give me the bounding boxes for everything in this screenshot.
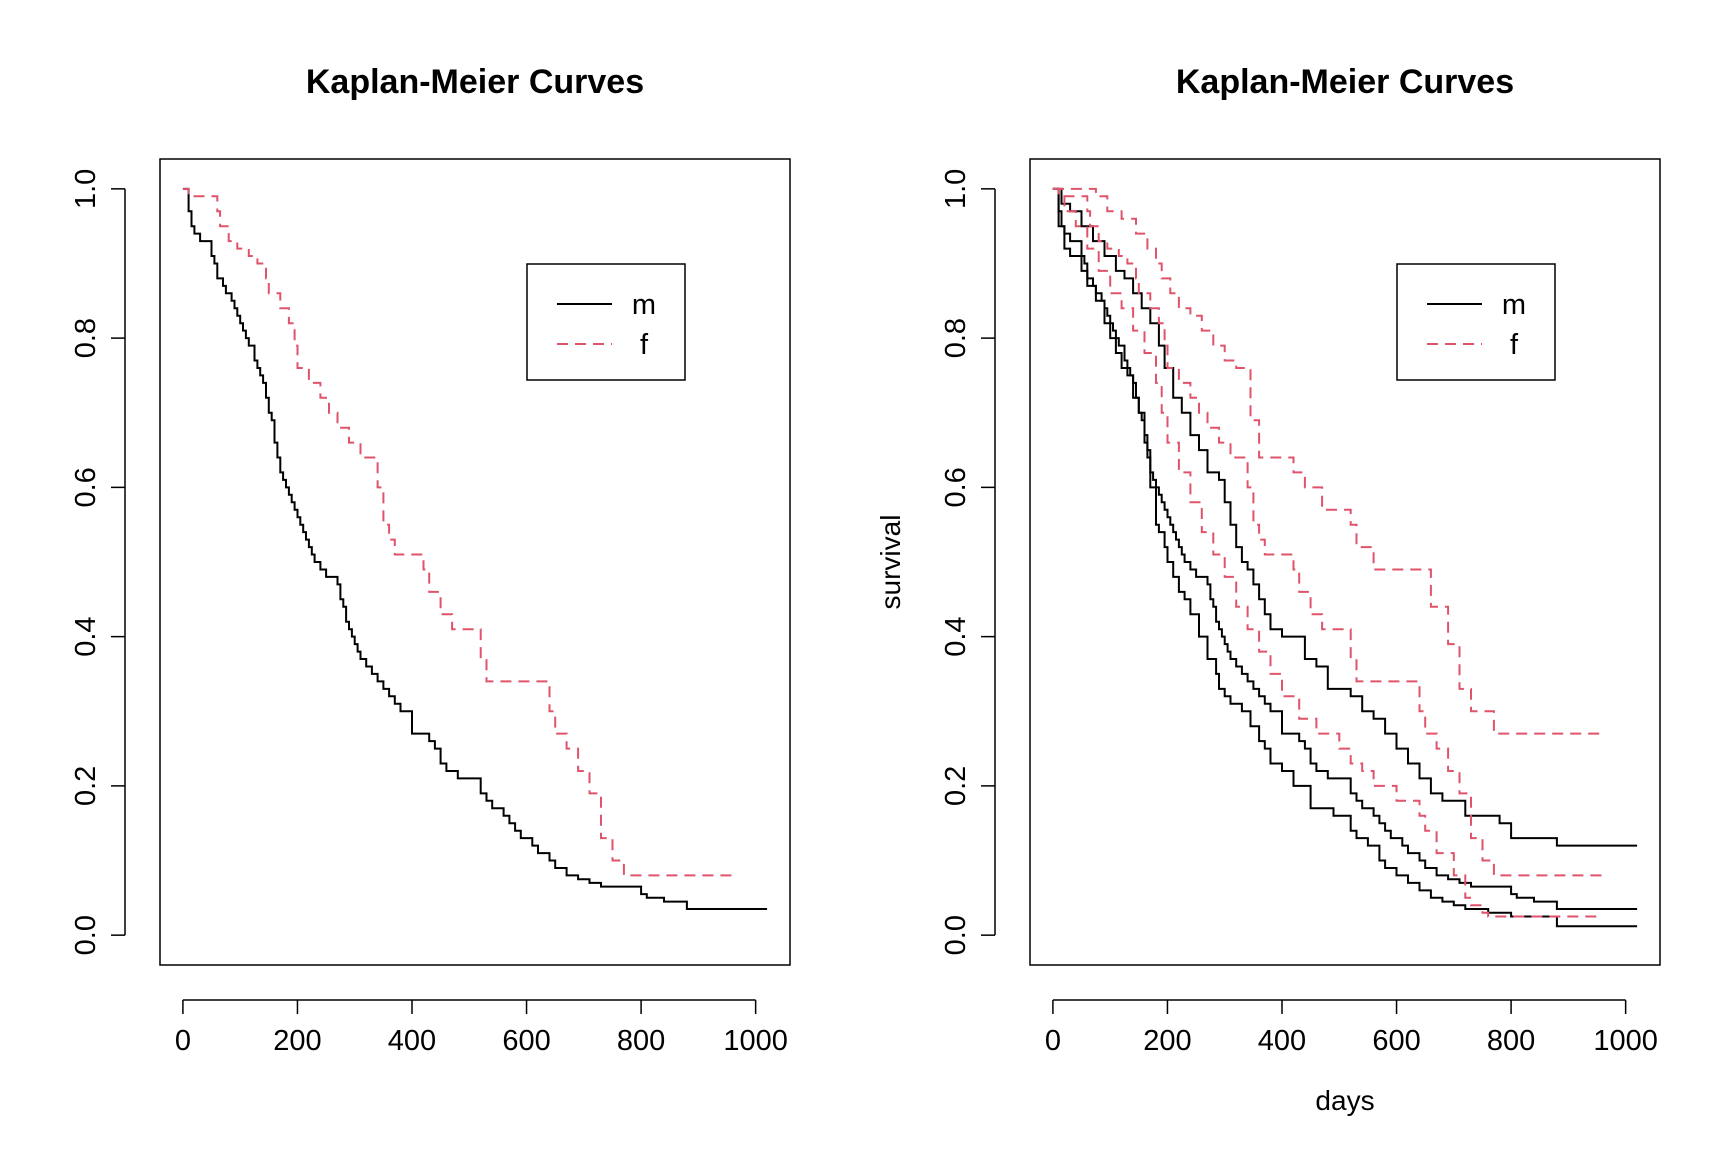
series-line-f bbox=[182, 187, 733, 877]
y-tick-label: 0.8 bbox=[940, 318, 972, 358]
series-line-f-upper bbox=[1052, 187, 1603, 735]
x-tick-label: 600 bbox=[1372, 1025, 1420, 1057]
legend-box bbox=[1396, 263, 1556, 381]
x-tick-label: 1000 bbox=[723, 1025, 788, 1057]
series-line-f-lower bbox=[1052, 187, 1603, 918]
y-tick-label: 0.0 bbox=[70, 915, 102, 955]
plot-frame bbox=[1029, 158, 1661, 966]
y-tick-label: 0.2 bbox=[70, 766, 102, 806]
y-tick-label: 0.8 bbox=[70, 318, 102, 358]
legend: mf bbox=[1396, 263, 1556, 381]
y-tick-label: 0.6 bbox=[70, 467, 102, 507]
y-tick-label: 0.0 bbox=[940, 915, 972, 955]
y-tick-label: 1.0 bbox=[70, 169, 102, 209]
chart-panel-1: Kaplan-Meier Curves 0 200 400 600 800 1000 0.0 0… bbox=[70, 63, 791, 1057]
y-tick-label: 0.2 bbox=[940, 766, 972, 806]
legend: mf bbox=[526, 263, 686, 381]
legend-box bbox=[526, 263, 686, 381]
x-tick-label: 800 bbox=[617, 1025, 665, 1057]
x-tick-label: 200 bbox=[273, 1025, 321, 1057]
x-tick-label: 0 bbox=[1045, 1025, 1061, 1057]
chart-title: Kaplan-Meier Curves bbox=[1176, 63, 1514, 101]
legend-label-f: f bbox=[1510, 329, 1519, 361]
y-tick-label: 0.4 bbox=[70, 616, 102, 656]
y-tick-label: 1.0 bbox=[940, 169, 972, 209]
x-tick-label: 600 bbox=[502, 1025, 550, 1057]
series-line-f bbox=[1052, 187, 1603, 877]
chart-title: Kaplan-Meier Curves bbox=[306, 63, 644, 101]
plot-frame bbox=[159, 158, 791, 966]
series-line-m-upper bbox=[1052, 187, 1638, 847]
series-line-m bbox=[1052, 187, 1638, 910]
series-line-m bbox=[182, 187, 768, 910]
x-tick-label: 400 bbox=[1258, 1025, 1306, 1057]
series-line-m-lower bbox=[1052, 187, 1638, 928]
legend-label-m: m bbox=[1502, 289, 1526, 321]
chart-panel-2: Kaplan-Meier Curves 0 200 400 600 800 1000 0.0 0… bbox=[875, 63, 1661, 1116]
y-axis-label: survival bbox=[875, 515, 906, 610]
x-tick-label: 400 bbox=[388, 1025, 436, 1057]
legend-label-f: f bbox=[640, 329, 649, 361]
x-tick-label: 1000 bbox=[1593, 1025, 1658, 1057]
x-axis-label: days bbox=[1315, 1085, 1374, 1116]
y-tick-label: 0.4 bbox=[940, 616, 972, 656]
x-tick-label: 800 bbox=[1487, 1025, 1535, 1057]
x-tick-label: 200 bbox=[1143, 1025, 1191, 1057]
legend-label-m: m bbox=[632, 289, 656, 321]
x-tick-label: 0 bbox=[175, 1025, 191, 1057]
y-tick-label: 0.6 bbox=[940, 467, 972, 507]
